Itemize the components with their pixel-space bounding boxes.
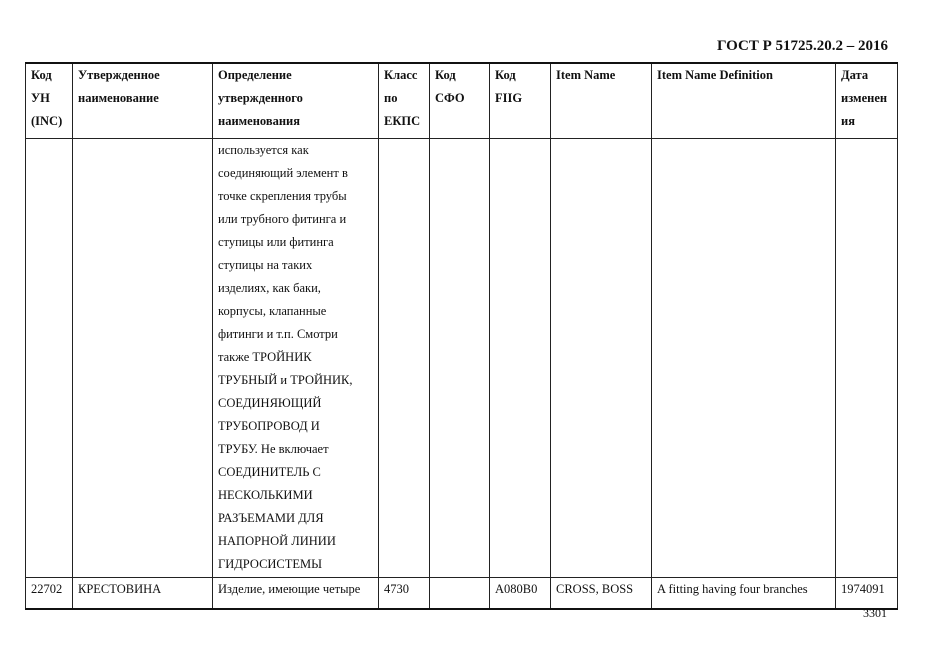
column-header-line: FIIG	[495, 91, 523, 105]
cell-fiig: A080B0	[489, 577, 551, 610]
column-header-line: ЕКПС	[384, 114, 421, 128]
cell-class: 4730	[378, 577, 430, 610]
definition-line: ТРУБОПРОВОД И	[218, 419, 320, 433]
column-header: Код УН (INC)	[25, 62, 73, 139]
definition-line: ГИДРОСИСТЕМЫ	[218, 557, 323, 571]
definition-line: используется как	[218, 143, 309, 157]
column-header-line: изменен	[841, 91, 888, 105]
definition-line: ТРУБНЫЙ и ТРОЙНИК,	[218, 373, 353, 387]
column-header-line: Код	[435, 68, 456, 82]
definition-line: фитинги и т.п. Смотри	[218, 327, 338, 341]
definition-line: РАЗЪЕМАМИ ДЛЯ	[218, 511, 324, 525]
definition-line: НАПОРНОЙ ЛИНИИ	[218, 534, 336, 548]
definition-line: ТРУБУ. Не включает	[218, 442, 329, 456]
column-header-line: СФО	[435, 91, 465, 105]
cell-date: 1974091	[835, 577, 898, 610]
column-header-line: Item Name	[556, 68, 616, 82]
definition-line: или трубного фитинга и	[218, 212, 347, 226]
column-header: Item Name	[550, 62, 652, 139]
column-header: Item Name Definition	[651, 62, 836, 139]
definition-line: также ТРОЙНИК	[218, 350, 312, 364]
cell-class	[378, 138, 430, 578]
column-header-line: Определение	[218, 68, 292, 82]
column-header-line: Код	[31, 68, 52, 82]
definition-line: СОЕДИНИТЕЛЬ С	[218, 465, 321, 479]
column-header-line: наименования	[218, 114, 301, 128]
cell-inc	[25, 138, 73, 578]
definition-line: корпусы, клапанные	[218, 304, 327, 318]
cell-definition: Изделие, имеющие четыре	[212, 577, 379, 610]
column-header-line: наименование	[78, 91, 159, 105]
column-header-line: ия	[841, 114, 855, 128]
column-header: Код FIIG	[489, 62, 551, 139]
cell-inc: 22702	[25, 577, 73, 610]
column-header: Определение утвержденного наименования	[212, 62, 379, 139]
definition-line: изделиях, как баки,	[218, 281, 321, 295]
table-header-row: Код УН (INC) Утвержденное наименование Опреде…	[25, 62, 898, 139]
table-row: используется как соединяющий элемент в точ…	[25, 138, 898, 578]
column-header-line: УН	[31, 91, 50, 105]
cell-fiig	[489, 138, 551, 578]
column-header: Класс по ЕКПС	[378, 62, 430, 139]
cell-date	[835, 138, 898, 578]
cell-item-def	[651, 138, 836, 578]
cell-item-name	[550, 138, 652, 578]
column-header-line: Код	[495, 68, 516, 82]
cell-definition-continued: используется как соединяющий элемент в точ…	[212, 138, 379, 578]
column-header-line: Утвержденное	[78, 68, 160, 82]
column-header-line: утвержденного	[218, 91, 303, 105]
document-title: ГОСТ Р 51725.20.2 – 2016	[716, 38, 888, 54]
definition-line: ступицы на таких	[218, 258, 313, 272]
column-header: Код СФО	[429, 62, 490, 139]
column-header-line: Дата	[841, 68, 869, 82]
cell-sfo	[429, 577, 490, 610]
definition-line: точке скрепления трубы	[218, 189, 347, 203]
cell-item-def: A fitting having four branches	[651, 577, 836, 610]
definition-line: НЕСКОЛЬКИМИ	[218, 488, 313, 502]
definition-line: СОЕДИНЯЮЩИЙ	[218, 396, 322, 410]
page-number: 3301	[863, 606, 887, 620]
column-header-line: Item Name Definition	[657, 68, 773, 82]
cell-item-name: CROSS, BOSS	[550, 577, 652, 610]
definition-line: соединяющий элемент в	[218, 166, 348, 180]
column-header-line: по	[384, 91, 398, 105]
cell-name	[72, 138, 213, 578]
table-row: 22702 КРЕСТОВИНА Изделие, имеющие четыре…	[25, 577, 898, 610]
cell-name: КРЕСТОВИНА	[72, 577, 213, 610]
column-header: Утвержденное наименование	[72, 62, 213, 139]
cell-sfo	[429, 138, 490, 578]
items-table: Код УН (INC) Утвержденное наименование Опреде…	[25, 62, 898, 610]
definition-line: ступицы или фитинга	[218, 235, 334, 249]
column-header-line: Класс	[384, 68, 418, 82]
column-header-line: (INC)	[31, 114, 63, 128]
column-header: Дата изменен ия	[835, 62, 898, 139]
